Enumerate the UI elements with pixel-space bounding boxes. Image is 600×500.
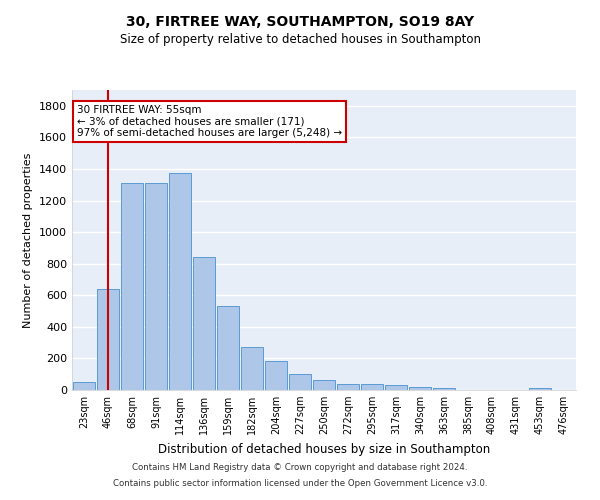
Text: Contains public sector information licensed under the Open Government Licence v3: Contains public sector information licen…	[113, 478, 487, 488]
Bar	[361, 384, 383, 390]
Bar	[337, 384, 359, 390]
Bar	[409, 387, 431, 390]
Bar	[265, 361, 287, 390]
X-axis label: Distribution of detached houses by size in Southampton: Distribution of detached houses by size …	[158, 442, 490, 456]
Bar	[529, 388, 551, 390]
Text: Contains HM Land Registry data © Crown copyright and database right 2024.: Contains HM Land Registry data © Crown c…	[132, 464, 468, 472]
Bar	[145, 183, 167, 390]
Bar	[217, 306, 239, 390]
Bar	[193, 256, 215, 390]
Bar	[169, 173, 191, 390]
Bar	[289, 374, 311, 390]
Bar	[385, 386, 407, 390]
Bar	[241, 346, 263, 390]
Y-axis label: Number of detached properties: Number of detached properties	[23, 152, 34, 328]
Bar	[97, 289, 119, 390]
Text: 30, FIRTREE WAY, SOUTHAMPTON, SO19 8AY: 30, FIRTREE WAY, SOUTHAMPTON, SO19 8AY	[126, 15, 474, 29]
Bar	[73, 382, 95, 390]
Bar	[121, 183, 143, 390]
Text: 30 FIRTREE WAY: 55sqm
← 3% of detached houses are smaller (171)
97% of semi-deta: 30 FIRTREE WAY: 55sqm ← 3% of detached h…	[77, 105, 342, 138]
Text: Size of property relative to detached houses in Southampton: Size of property relative to detached ho…	[119, 32, 481, 46]
Bar	[313, 380, 335, 390]
Bar	[433, 388, 455, 390]
